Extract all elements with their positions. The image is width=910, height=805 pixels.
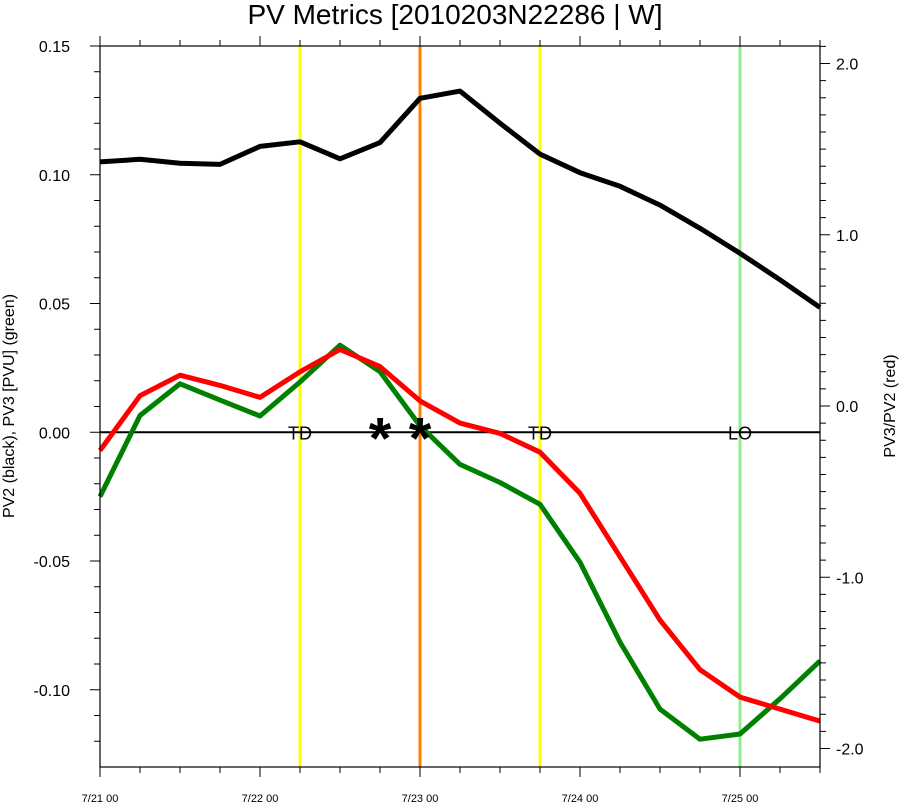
- right-axis: 2.0 1.0 0.0 -1.0 -2.0: [820, 45, 864, 759]
- left-tick-label-5: -0.10: [34, 683, 71, 700]
- chart-title: PV Metrics [2010203N22286 | W]: [247, 0, 662, 30]
- x-tick-label-1: 7/22 00: [242, 793, 279, 805]
- x-tick-label-4: 7/25 00: [722, 793, 759, 805]
- left-tick-label-4: -0.05: [34, 554, 71, 571]
- right-tick-label-2: 0.0: [836, 399, 858, 416]
- left-axis: 0.15 0.10 0.05 0.00 -0.05 -0.10: [34, 39, 100, 742]
- left-tick-label-1: 0.10: [39, 168, 70, 185]
- right-tick-label-0: 2.0: [836, 57, 858, 74]
- series-line-1: [97, 342, 822, 742]
- right-tick-label-1: 1.0: [836, 228, 858, 245]
- asterisk-marker-0: *: [369, 406, 392, 471]
- vertical-line-label-2: TD: [528, 423, 552, 443]
- left-tick-label-0: 0.15: [39, 39, 70, 56]
- series-line-2: [97, 347, 821, 724]
- right-tick-label-4: -2.0: [836, 742, 864, 759]
- x-tick-label-3: 7/24 00: [562, 793, 599, 805]
- plot-frame: [99, 45, 821, 768]
- series-group: [97, 88, 822, 742]
- vertical-line-label-0: TD: [288, 423, 312, 443]
- vertical-labels: TD TD LO: [288, 423, 752, 443]
- x-tick-label-2: 7/23 00: [402, 793, 439, 805]
- left-axis-label: PV2 (black), PV3 [PVU] (green): [1, 294, 18, 518]
- x-axis: 7/21 00 7/22 00 7/23 00 7/24 00 7/25 00: [82, 36, 821, 805]
- right-tick-label-3: -1.0: [836, 570, 864, 587]
- vertical-markers: [298, 46, 742, 767]
- left-tick-label-3: 0.00: [39, 425, 70, 442]
- left-tick-label-2: 0.05: [39, 297, 70, 314]
- x-tick-label-0: 7/21 00: [82, 793, 119, 805]
- markers-group: * *: [369, 406, 432, 471]
- right-axis-label: PV3/PV2 (red): [882, 354, 899, 457]
- series-line-0: [99, 88, 822, 310]
- asterisk-marker-1: *: [409, 406, 432, 471]
- vertical-line-label-3: LO: [728, 423, 752, 443]
